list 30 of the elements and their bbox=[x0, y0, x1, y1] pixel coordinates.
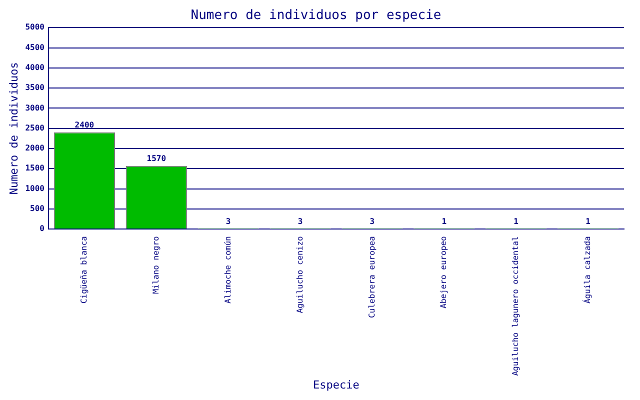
y-tick-label: 3000 bbox=[25, 103, 45, 112]
y-tick-label: 4000 bbox=[25, 62, 45, 72]
data-label: 3 bbox=[370, 217, 375, 226]
y-tick-label: 500 bbox=[30, 204, 45, 214]
y-tick-label: 0 bbox=[40, 224, 45, 234]
x-tick-label: Cigüeña blanca bbox=[80, 236, 89, 304]
y-tick-label: 4500 bbox=[25, 42, 45, 52]
x-tick-label: Aguilucho lagunero occidental bbox=[511, 236, 520, 376]
y-tick-label: 2000 bbox=[25, 144, 45, 153]
x-tick-label: Abejero europeo bbox=[439, 236, 448, 308]
y-tick-label: 5000 bbox=[25, 22, 45, 32]
data-label: 3 bbox=[298, 217, 303, 226]
data-label: 1 bbox=[586, 217, 591, 226]
data-label: 3 bbox=[226, 217, 231, 226]
y-tick-label: 2500 bbox=[25, 123, 45, 132]
data-label: 1 bbox=[442, 217, 447, 226]
chart-title: Numero de individuos por especie bbox=[190, 8, 442, 24]
data-label: 1 bbox=[514, 217, 519, 226]
x-tick-label: Aguilucho cenizo bbox=[295, 236, 304, 314]
x-tick-label: Milano negro bbox=[151, 236, 160, 294]
y-tick-label: 1500 bbox=[25, 164, 45, 173]
y-tick-label: 1000 bbox=[25, 184, 45, 193]
data-label: 2400 bbox=[74, 120, 94, 130]
x-tick-label: Águila calzada bbox=[582, 236, 592, 304]
data-label: 1570 bbox=[146, 154, 166, 163]
x-tick-label: Alimoche común bbox=[223, 236, 232, 304]
x-tick-label: Culebrera europea bbox=[367, 236, 376, 318]
y-tick-label: 3500 bbox=[25, 83, 45, 92]
y-axis-title: Numero de individuos bbox=[7, 62, 20, 195]
x-axis-title: Especie bbox=[313, 378, 360, 392]
